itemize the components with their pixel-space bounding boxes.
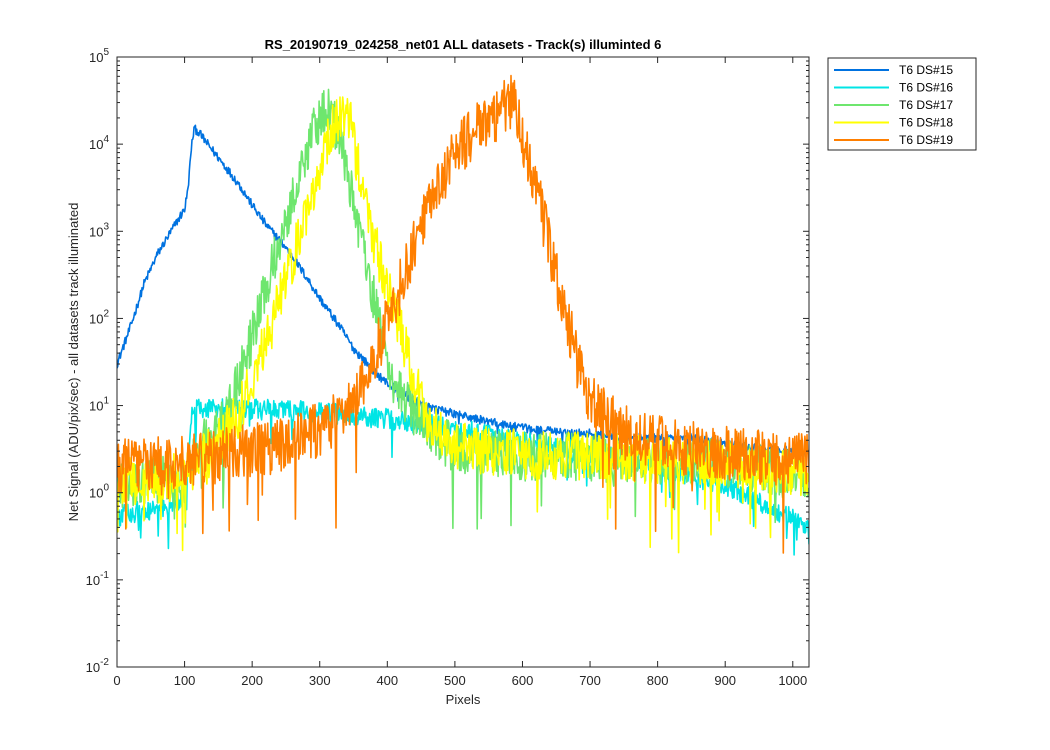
- y-tick-label: 102: [89, 308, 109, 326]
- x-tick-label: 900: [714, 673, 736, 688]
- y-tick-label: 105: [89, 47, 109, 65]
- y-axis-label: Net Signal (ADU/pix/sec) - all datasets …: [66, 203, 81, 522]
- legend-entry-label: T6 DS#16: [899, 81, 953, 95]
- x-tick-label: 1000: [778, 673, 807, 688]
- plot-frame: [116, 56, 810, 668]
- legend-entry-label: T6 DS#18: [899, 116, 953, 130]
- x-tick-label: 700: [579, 673, 601, 688]
- x-tick-label: 500: [444, 673, 466, 688]
- x-tick-label: 400: [376, 673, 398, 688]
- y-axis-ticks: 10-2 10-1 100 101 102 103 104 105: [86, 47, 809, 675]
- x-tick-label: 800: [647, 673, 669, 688]
- series-line-5: [117, 74, 809, 554]
- legend: T6 DS#15 T6 DS#16 T6 DS#17 T6 DS#18 T6 DS#19: [827, 57, 977, 151]
- legend-entry-label: T6 DS#19: [899, 133, 953, 147]
- x-tick-label: 0: [113, 673, 120, 688]
- y-tick-label: 10-2: [86, 657, 110, 675]
- x-tick-label: 300: [309, 673, 331, 688]
- x-axis-label: Pixels: [446, 692, 481, 707]
- x-axis-ticks: 0 100 200 300 400 500 600 700 800 900 1000: [113, 57, 807, 688]
- x-tick-label: 100: [174, 673, 196, 688]
- legend-entry-label: T6 DS#17: [899, 98, 953, 112]
- y-tick-label: 103: [89, 221, 109, 239]
- x-tick-label: 600: [512, 673, 534, 688]
- y-tick-label: 101: [89, 396, 109, 414]
- series-layer: [117, 74, 809, 556]
- x-tick-label: 200: [241, 673, 263, 688]
- y-tick-label: 104: [89, 134, 109, 152]
- legend-entry-label: T6 DS#15: [899, 63, 953, 77]
- chart-title: RS_20190719_024258_net01 ALL datasets - …: [265, 37, 662, 52]
- y-tick-label: 100: [89, 483, 109, 501]
- y-tick-label: 10-1: [86, 570, 110, 588]
